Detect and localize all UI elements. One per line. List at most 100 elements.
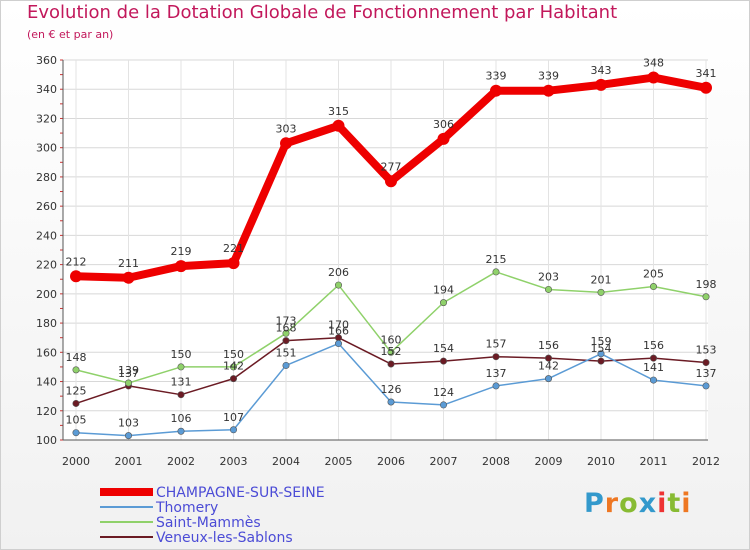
y-tick-label: 200	[36, 288, 57, 301]
data-label: 137	[486, 367, 507, 380]
y-tick-label: 260	[36, 200, 57, 213]
data-label: 168	[276, 322, 297, 335]
data-point	[700, 81, 712, 94]
data-label: 156	[643, 339, 664, 352]
data-label: 141	[643, 361, 664, 374]
data-label: 142	[538, 360, 559, 373]
proxiti-logo: Proxiti	[584, 488, 692, 519]
data-point	[439, 401, 447, 409]
y-tick-label: 220	[36, 259, 57, 272]
data-point	[177, 363, 185, 371]
logo-letter: P	[584, 488, 605, 519]
data-point	[230, 426, 238, 434]
data-label: 105	[66, 414, 87, 427]
data-point	[649, 283, 657, 291]
legend-label: Veneux-les-Sablons	[156, 530, 293, 546]
data-point	[230, 363, 238, 371]
x-tick-label: 2007	[430, 455, 458, 468]
data-point	[125, 432, 133, 440]
data-label: 203	[538, 270, 559, 283]
data-point	[282, 337, 290, 345]
x-tick-label: 2010	[587, 455, 615, 468]
data-point	[387, 398, 395, 406]
data-label: 315	[328, 105, 349, 118]
data-label: 150	[223, 348, 244, 361]
data-point	[490, 84, 502, 97]
y-tick-label: 140	[36, 376, 57, 389]
data-label: 131	[171, 376, 192, 389]
data-label: 137	[696, 367, 717, 380]
data-point	[177, 427, 185, 435]
data-point	[334, 281, 342, 289]
data-label: 152	[381, 345, 402, 358]
y-tick-label: 340	[36, 83, 57, 96]
grid-lines	[63, 59, 708, 441]
y-tick-label: 100	[36, 434, 57, 447]
data-label: 125	[66, 384, 87, 397]
data-point	[122, 271, 135, 284]
data-point	[70, 270, 82, 283]
data-label: 148	[66, 351, 87, 364]
data-label: 198	[696, 278, 717, 291]
data-point	[649, 376, 657, 384]
logo-letter: i	[681, 488, 692, 519]
y-tick-label: 300	[36, 142, 57, 155]
y-tick-label: 280	[36, 171, 57, 184]
y-tick-label: 240	[36, 229, 57, 242]
x-tick-label: 2003	[220, 455, 248, 468]
data-point	[702, 293, 710, 301]
x-tick-label: 2002	[167, 455, 195, 468]
data-label: 154	[591, 342, 612, 355]
data-label: 106	[171, 412, 192, 425]
data-point	[492, 382, 500, 390]
x-tick-label: 2001	[115, 455, 143, 468]
logo-letter: t	[667, 488, 682, 519]
data-point	[597, 350, 605, 358]
data-label: 157	[486, 338, 507, 351]
x-tick-label: 2011	[640, 455, 668, 468]
data-point	[542, 84, 555, 97]
data-label: 156	[538, 339, 559, 352]
legend: CHAMPAGNE-SUR-SEINEThomerySaint-MammèsVe…	[100, 485, 325, 546]
logo-letter: r	[604, 488, 620, 519]
data-point	[597, 357, 605, 365]
data-label: 160	[381, 333, 402, 346]
data-label: 219	[171, 245, 192, 258]
data-point	[492, 353, 500, 361]
data-point	[125, 379, 133, 387]
data-label: 206	[328, 266, 349, 279]
data-point	[544, 375, 552, 383]
data-label: 142	[223, 360, 244, 373]
data-label: 215	[486, 253, 507, 266]
logo-letter: o	[619, 488, 639, 519]
data-point	[230, 375, 238, 383]
data-label: 153	[696, 344, 717, 357]
data-label: 154	[433, 342, 454, 355]
data-point	[544, 354, 552, 362]
data-point	[334, 340, 342, 348]
data-label: 277	[381, 160, 402, 173]
y-tick-label: 120	[36, 405, 57, 418]
data-label: 139	[118, 364, 139, 377]
axes: 100 120 140 160 180 200 220 240 260 280 300 320 340 3…	[36, 54, 720, 468]
data-label: 212	[66, 255, 87, 268]
data-point	[72, 429, 80, 437]
data-point	[385, 175, 397, 188]
data-point	[702, 359, 710, 367]
data-label: 306	[433, 118, 454, 131]
data-point	[439, 299, 447, 307]
data-label: 103	[118, 417, 139, 430]
data-label: 170	[328, 319, 349, 332]
data-point	[387, 348, 395, 356]
y-tick-label: 320	[36, 112, 57, 125]
data-label: 205	[643, 268, 664, 281]
legend-label: Thomery	[155, 500, 218, 516]
data-point	[387, 360, 395, 368]
data-label: 211	[118, 257, 139, 270]
data-point	[437, 132, 450, 145]
data-point	[647, 71, 660, 84]
data-label: 126	[381, 383, 402, 396]
x-tick-label: 2006	[377, 455, 405, 468]
data-point	[597, 288, 605, 296]
data-label: 194	[433, 284, 454, 297]
